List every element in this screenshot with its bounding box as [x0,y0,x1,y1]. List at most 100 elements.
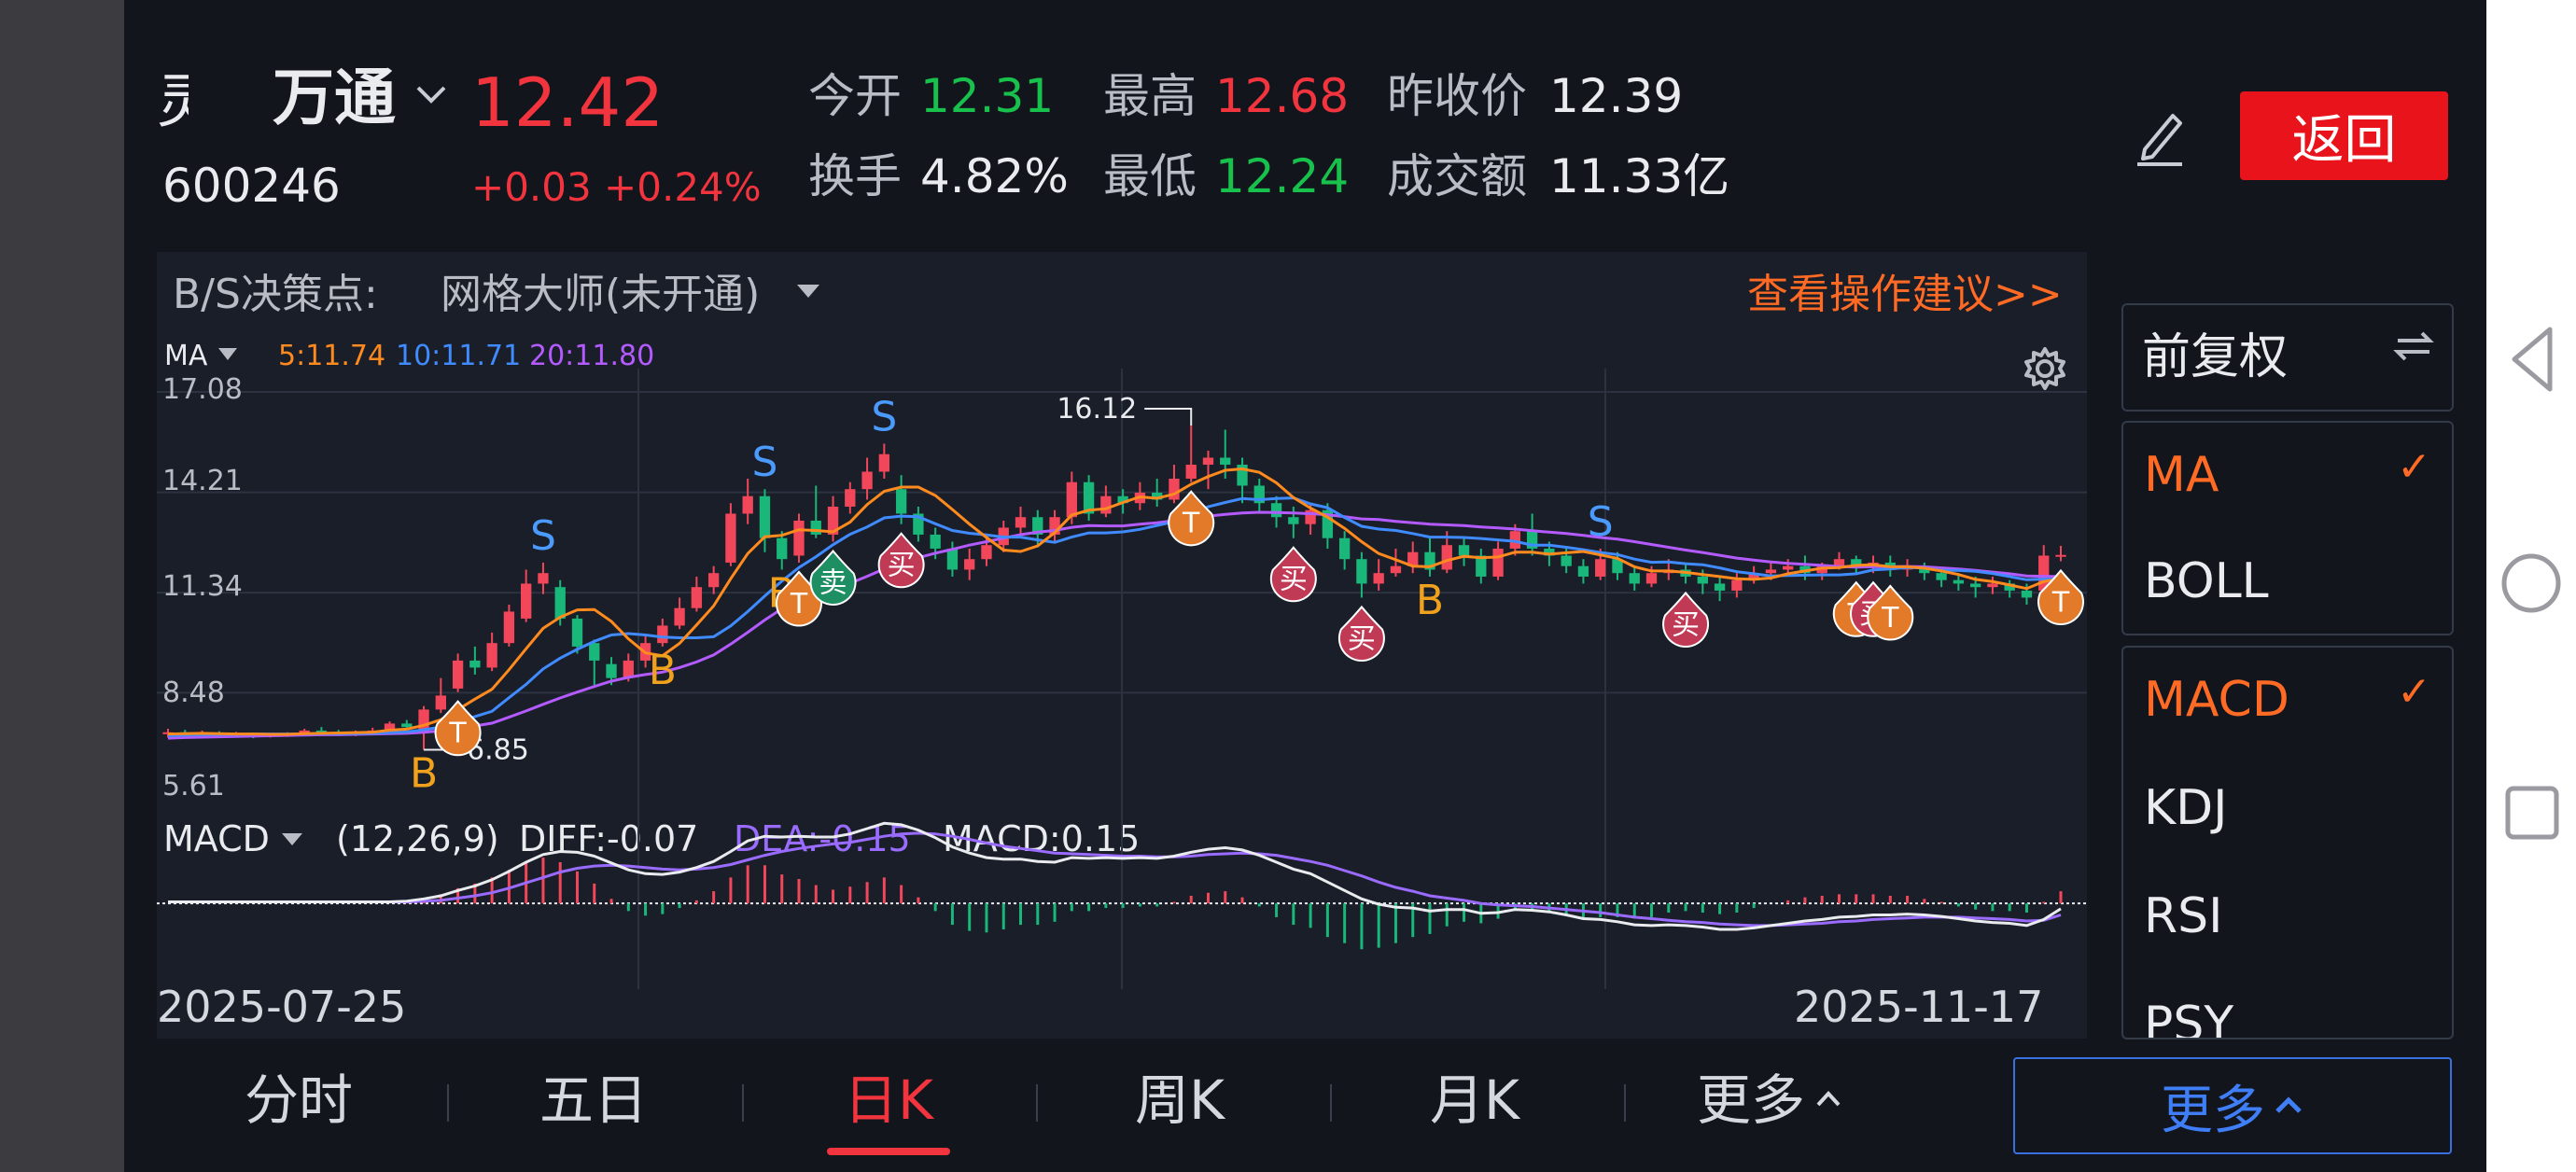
candle-body [1919,565,1930,574]
tab-fenshi[interactable]: 分时 [245,1068,354,1132]
indicator-macd[interactable]: MACD [2144,672,2289,728]
edit-pencil-icon[interactable] [2132,103,2188,168]
candle-body [571,618,583,647]
tab-rik[interactable]: 日K [844,1068,934,1132]
indicator-kdj[interactable]: KDJ [2144,780,2228,836]
candle-body [1987,583,1998,588]
candle-body [793,520,805,556]
tab-wuri[interactable]: 五日 [539,1068,649,1132]
macd-dea-legend: DEA:-0.15 [734,818,911,859]
back-button[interactable]: 返回 [2240,91,2448,180]
signal-drop-shape [877,532,925,589]
candle-body [589,643,600,661]
switch-arrows-icon[interactable] [2392,324,2435,367]
y-tick-labels: 17.08 14.21 11.34 8.48 5.61 [161,369,347,812]
macd-diff-legend: DIFF:-0.07 [519,818,699,859]
kline-chart[interactable]: 16.126.85BTSBSBT卖S买T买买BS买T买TT [157,369,2087,812]
low-value: 12.24 [1215,149,1350,203]
candle-body [674,607,685,626]
signal-drop-marker: 买 [877,532,925,589]
indicator-psy[interactable]: PSY [2144,997,2234,1039]
chevron-up-icon [2275,1096,2302,1113]
grid-master-dropdown[interactable]: 网格大师(未开通) [441,271,761,318]
macd-legend-label[interactable]: MACD [163,818,270,859]
signal-drop-shape [1269,546,1317,603]
signal-drop-label: 买 [1348,622,1376,655]
candle-body [725,513,736,563]
candle-body [1476,555,1487,577]
stock-change: +0.03 +0.24% [471,164,762,210]
sub-indicator-group: MACD ✓ KDJ RSI PSY [2121,646,2454,1039]
open-label: 今开 [808,69,902,123]
recents-square-icon[interactable] [2503,784,2561,842]
stock-name[interactable]: 万通 [273,62,396,133]
ma-legend-label[interactable]: MA [164,340,208,372]
candle-body [1152,492,1163,500]
indicator-boll[interactable]: BOLL [2144,553,2269,609]
candle-body [1561,555,1572,566]
ma-caret-icon[interactable] [217,346,239,363]
chevron-down-icon[interactable] [413,80,450,108]
candle-body [1441,545,1452,570]
signal-drop-label: T [1881,602,1899,635]
ma-check-icon: ✓ [2397,443,2431,491]
candle-body [1969,583,1981,588]
ma20-line [167,510,2062,740]
candle-body [1645,573,1658,584]
candle-body [538,573,549,584]
x-start-date: 2025-07-25 [157,982,407,1032]
bs-decision-label: B/S决策点: [173,271,378,318]
candle-body [981,545,992,560]
y-tick-label: 14.21 [162,465,243,497]
candle-body [1851,559,1862,566]
tab-yuek[interactable]: 月K [1430,1068,1520,1132]
back-triangle-icon[interactable] [2503,322,2559,397]
candle-body [1544,548,1555,556]
candle-body [1202,457,1214,465]
chevron-up-icon[interactable] [1814,1088,1842,1110]
tab-divider [1330,1084,1332,1122]
candle-body [1100,495,1112,514]
more-button[interactable]: 更多 [2013,1057,2452,1154]
tab-divider [742,1084,744,1122]
turnover-label: 换手 [808,149,902,203]
macd-diff-line [168,821,2062,931]
home-circle-icon[interactable] [2499,551,2563,615]
bs-signal-buy: B [410,750,438,798]
candle-body [707,573,720,588]
candle-body [759,495,771,538]
tab-more[interactable]: 更多 [1697,1068,1806,1132]
indicator-rsi[interactable]: RSI [2144,888,2223,944]
amount-label: 成交额 [1387,149,1527,203]
low-label: 最低 [1103,149,1197,203]
candle-body [299,730,310,734]
signal-drop-marker: 买 [1662,591,1709,649]
signal-drop-shape [809,549,857,607]
signal-drop-marker: T [1867,584,1914,641]
bs-signal-sell: S [751,439,777,486]
candle-body [1458,545,1470,556]
turnover-value: 4.82% [920,149,1069,203]
candle-body [1509,531,1521,549]
max-price-pointer [1144,407,1193,426]
candle-body [1117,495,1128,504]
high-value: 12.68 [1215,69,1350,123]
amount-value: 11.33亿 [1549,149,1730,203]
candle-body [1322,509,1334,538]
signal-drop-marker: T [2037,568,2084,626]
macd-caret-icon[interactable] [280,831,304,848]
advice-link[interactable]: 查看操作建议>> [1747,271,2063,318]
main-indicator-group: MA ✓ BOLL [2121,421,2454,635]
ma5-line [167,467,2062,736]
grid-dropdown-caret-icon[interactable] [795,282,821,300]
candle-body [2038,555,2050,591]
chart-settings-gear-icon[interactable] [2022,345,2068,392]
macd-check-icon: ✓ [2397,668,2431,716]
macd-chart[interactable] [157,802,2087,989]
fuquan-selector[interactable]: 前复权 [2121,303,2454,412]
indicator-ma[interactable]: MA [2144,447,2219,503]
candle-body [623,660,634,678]
candle-body [1577,565,1589,577]
tab-zhouk[interactable]: 周K [1135,1068,1225,1132]
macd-dea-line [168,831,2062,928]
